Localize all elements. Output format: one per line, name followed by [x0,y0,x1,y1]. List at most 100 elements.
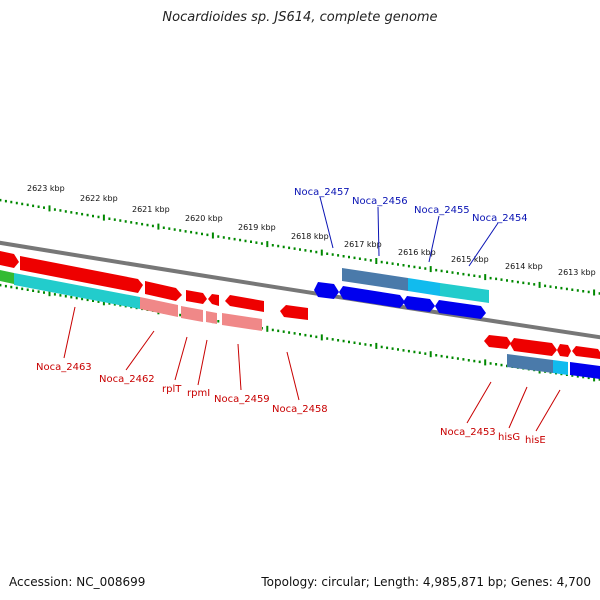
scale-label: 2619 kbp [238,223,276,232]
ruler-minor-tick [440,269,443,273]
ruler-minor-tick [380,345,383,349]
ruler-minor-tick [424,352,427,355]
gene-arrow[interactable] [280,305,308,320]
gene-arrow[interactable] [186,290,207,304]
ruler-minor-tick [582,290,585,293]
ruler-minor-tick [64,210,67,213]
gene-arrow[interactable] [145,281,182,301]
ruler-minor-tick [576,375,579,378]
ruler-minor-tick [342,255,345,258]
ruler-minor-tick [119,219,122,222]
gene-arrow[interactable] [435,300,486,319]
ruler-minor-tick [233,237,236,241]
ruler-minor-tick [391,347,394,350]
ruler-major-tick [375,258,378,264]
gene-arrow[interactable] [572,346,600,359]
ruler-minor-tick [478,275,481,278]
gene-label[interactable]: Noca_2458 [272,404,328,415]
ruler-minor-tick [413,350,416,354]
gene-arrow[interactable] [208,294,219,306]
ruler-minor-tick [418,351,421,354]
gene-label[interactable]: hisG [498,432,520,443]
gene-block[interactable] [440,283,489,303]
gene-arrow[interactable] [20,256,143,293]
ruler-minor-tick [92,299,94,302]
gene-arrow[interactable] [0,251,19,268]
ruler-minor-tick [288,331,291,334]
ruler-minor-tick [64,295,67,298]
gene-label[interactable]: Noca_2455 [414,205,470,216]
leader-line [468,222,499,267]
ruler-minor-tick [473,274,476,277]
gene-arrow[interactable] [557,344,571,357]
ruler-major-tick [320,249,323,256]
ruler-minor-tick [315,250,318,254]
rna-gene[interactable] [0,270,14,284]
ruler-minor-tick [462,358,465,361]
scale-labels: 2623 kbp 2622 kbp 2621 kbp 2620 kbp 2619… [27,184,596,277]
ruler-minor-tick [179,229,182,232]
gene-label[interactable]: rpmI [187,388,210,399]
ruler-minor-tick [582,375,585,379]
ruler-minor-tick [348,255,350,259]
gene-label[interactable]: Noca_2457 [294,187,350,198]
ruler-minor-tick [462,272,465,276]
ruler-minor-tick [151,224,154,228]
ruler-minor-tick [260,242,263,245]
gene-arrow[interactable] [339,286,405,308]
gene-block[interactable] [507,354,553,373]
ruler-minor-tick [190,230,193,234]
ruler-minor-tick [282,330,285,333]
gene-label[interactable]: hisE [525,435,546,446]
ruler-minor-tick [571,374,574,377]
ruler-minor-tick [271,328,274,332]
scale-label: 2614 kbp [505,262,543,271]
gene-arrow[interactable] [314,282,339,299]
leader-line [428,215,440,263]
ruler-minor-tick [358,257,361,260]
ruler-minor-tick [380,260,383,264]
gene-arrow[interactable] [225,295,264,312]
ruler-minor-tick [478,360,481,364]
ruler-minor-tick [364,343,367,346]
gene-label[interactable]: Noca_2459 [214,394,270,405]
ruler-minor-tick [560,286,563,290]
leader-line [237,343,242,391]
rna-gene[interactable] [206,311,217,324]
ruler-minor-tick [26,203,29,207]
ruler-minor-tick [326,337,329,340]
rna-gene[interactable] [14,273,140,309]
genes-right [484,335,600,379]
gene-label[interactable]: Noca_2453 [440,427,496,438]
gene-label[interactable]: rplT [162,384,182,395]
gene-arrow[interactable] [403,296,435,312]
gene-label[interactable]: Noca_2462 [99,374,155,385]
ruler-minor-tick [108,302,111,305]
ruler-minor-tick [402,264,405,267]
gene-block[interactable] [408,278,440,296]
gene-label[interactable]: Noca_2456 [352,196,408,207]
ruler-minor-tick [21,202,24,206]
ruler-minor-tick [402,349,405,352]
ruler-minor-tick [353,256,356,260]
ruler-minor-tick [130,221,133,224]
ruler-major-tick [211,232,214,239]
ruler-major-tick [375,342,378,349]
ruler-minor-tick [81,297,84,301]
ruler-major-tick [157,223,160,230]
ruler-minor-tick [451,356,454,359]
gene-block[interactable] [570,362,600,379]
gene-label[interactable]: Noca_2463 [36,362,92,373]
rna-gene[interactable] [181,306,203,322]
rna-gene[interactable] [140,297,178,317]
ruler-minor-tick [424,267,427,270]
gene-label[interactable]: Noca_2454 [472,213,528,224]
gene-arrow[interactable] [484,335,511,349]
ruler-minor-tick [228,237,231,240]
ruler-minor-tick [217,235,220,238]
ruler-major-tick [266,325,269,332]
gene-block[interactable] [342,268,408,291]
gene-arrow[interactable] [510,338,557,356]
rna-gene[interactable] [222,313,262,331]
gene-block[interactable] [553,360,568,375]
